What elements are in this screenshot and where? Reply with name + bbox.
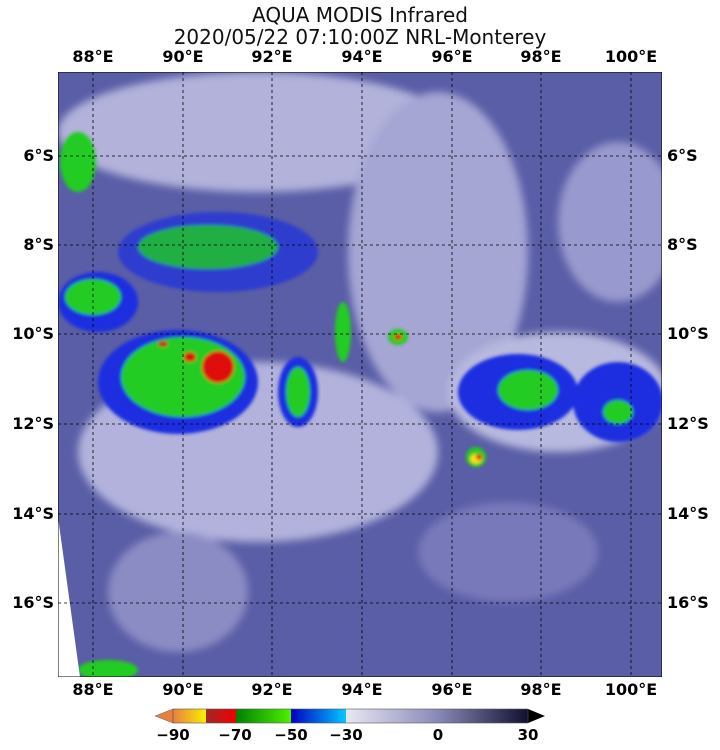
lon-label-top: 100°E xyxy=(604,47,658,66)
lat-label-left: 10°S xyxy=(12,324,54,343)
colorbar-tick-label: 30 xyxy=(517,726,539,744)
colorbar-tick-label: −90 xyxy=(156,726,190,744)
lon-label-top: 92°E xyxy=(251,47,293,66)
lat-label-left: 16°S xyxy=(12,593,54,612)
lat-label-left: 8°S xyxy=(23,235,54,254)
lon-label-bottom: 88°E xyxy=(72,680,114,699)
lat-label-right: 10°S xyxy=(667,324,709,343)
lon-label-top: 88°E xyxy=(72,47,114,66)
colorbar-tick-label: 0 xyxy=(432,726,444,744)
lat-label-right: 16°S xyxy=(667,593,709,612)
graticule xyxy=(58,72,662,677)
lat-label-right: 6°S xyxy=(667,146,698,165)
satellite-infrared-map xyxy=(58,72,662,677)
lat-label-left: 6°S xyxy=(23,146,54,165)
colorbar-tick-label: −50 xyxy=(274,726,308,744)
lon-label-top: 90°E xyxy=(162,47,204,66)
no-data-wedge xyxy=(58,517,80,677)
lon-label-top: 94°E xyxy=(341,47,383,66)
colorbar-extend-high xyxy=(528,709,545,723)
lon-label-top: 96°E xyxy=(431,47,473,66)
lon-label-bottom: 98°E xyxy=(520,680,562,699)
convection-layer xyxy=(58,132,662,677)
colorbar-tick-label: −70 xyxy=(218,726,252,744)
colorbar xyxy=(154,708,545,724)
lon-label-top: 98°E xyxy=(520,47,562,66)
lat-label-left: 14°S xyxy=(12,504,54,523)
lon-label-bottom: 90°E xyxy=(162,680,204,699)
lat-label-left: 12°S xyxy=(12,414,54,433)
lon-label-bottom: 100°E xyxy=(604,680,658,699)
colorbar-tick-label: −30 xyxy=(329,726,363,744)
title-line2: 2020/05/22 07:10:00Z NRL-Monterey xyxy=(173,25,547,49)
lat-label-right: 8°S xyxy=(667,235,698,254)
colorbar-extend-low xyxy=(154,708,174,724)
lon-label-bottom: 94°E xyxy=(341,680,383,699)
lon-label-bottom: 96°E xyxy=(431,680,473,699)
cirrus-layer xyxy=(58,72,662,652)
lon-label-bottom: 92°E xyxy=(251,680,293,699)
lat-label-right: 14°S xyxy=(667,504,709,523)
lat-label-right: 12°S xyxy=(667,414,709,433)
title-line1: AQUA MODIS Infrared xyxy=(252,3,468,27)
